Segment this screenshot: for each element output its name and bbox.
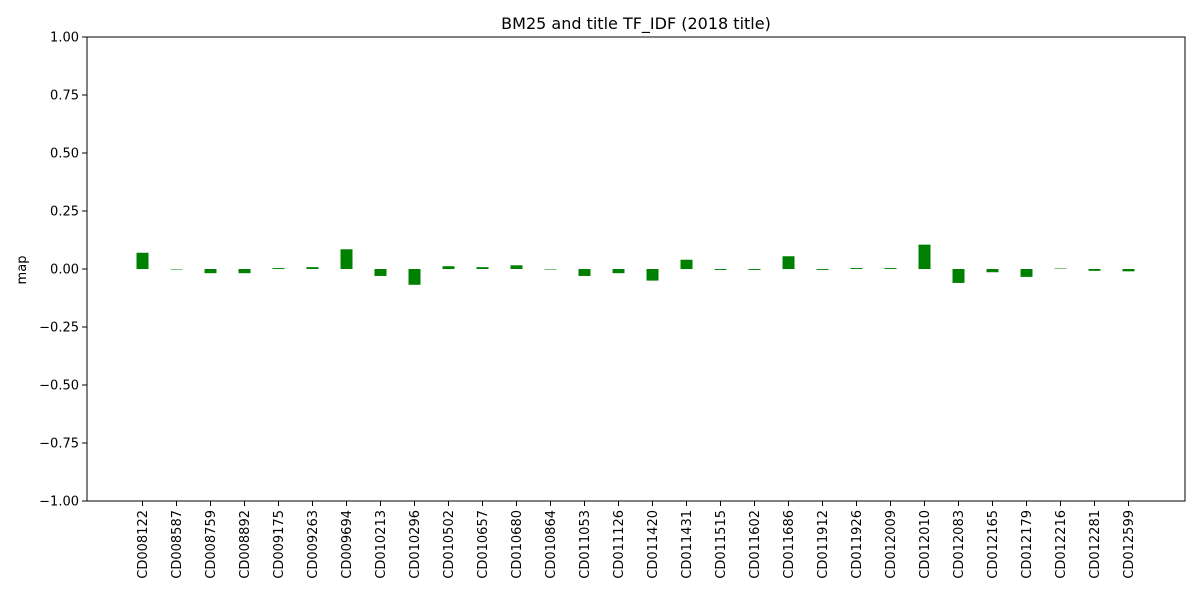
bar (238, 269, 251, 274)
x-tick-label: CD010657 (476, 510, 491, 579)
plot-frame (86, 36, 1186, 502)
bar (680, 259, 693, 269)
x-tick-label: CD011602 (748, 510, 763, 579)
x-tick-label: CD012010 (918, 510, 933, 579)
bar (408, 269, 421, 285)
x-tick-label: CD012599 (1122, 510, 1137, 579)
bar (578, 269, 591, 276)
y-tick-label: 1.00 (50, 31, 79, 46)
x-tick-label: CD010296 (408, 510, 423, 579)
y-axis-label: map (15, 256, 30, 285)
x-tick-label: CD010213 (374, 510, 389, 579)
bar (476, 267, 489, 269)
bar (272, 268, 285, 269)
x-tick-label: CD011912 (816, 510, 831, 579)
y-axis: −1.00 −0.75 −0.50 −0.25 0.00 0.25 0.50 0.75 1.00 (39, 31, 87, 510)
x-tick-label: CD012009 (884, 510, 899, 579)
bar (306, 267, 319, 269)
bar (1054, 268, 1067, 270)
bar (1020, 269, 1033, 277)
bar (544, 269, 557, 270)
bar (918, 244, 931, 269)
x-tick-label: CD010680 (510, 510, 525, 579)
x-tick-label: CD011686 (782, 510, 797, 579)
bar (510, 265, 523, 269)
bar (136, 252, 149, 269)
y-tick-label: −0.50 (39, 379, 79, 394)
x-tick-label: CD012165 (986, 510, 1001, 579)
x-tick-label: CD010864 (544, 510, 559, 579)
bar (374, 269, 387, 276)
bar (782, 256, 795, 269)
bar (442, 266, 455, 269)
x-tick-label: CD012281 (1088, 510, 1103, 579)
bar (612, 269, 625, 274)
bar (986, 269, 999, 273)
bar (748, 269, 761, 270)
x-tick-label: CD011431 (680, 510, 695, 579)
x-tick-label: CD010502 (442, 510, 457, 579)
x-tick-label: CD009175 (272, 510, 287, 579)
x-tick-label: CD011126 (612, 510, 627, 579)
x-tick-label: CD008759 (204, 510, 219, 579)
bar (1088, 269, 1101, 271)
x-tick-label: CD012083 (952, 510, 967, 579)
x-tick-label: CD009263 (306, 510, 321, 579)
x-tick-label: CD012216 (1054, 510, 1069, 579)
x-tick-label: CD011515 (714, 510, 729, 579)
chart-title: BM25 and title TF_IDF (2018 title) (501, 14, 771, 34)
y-tick-label: 0.50 (50, 147, 79, 162)
bar (1122, 269, 1135, 272)
y-tick-label: 0.25 (50, 205, 79, 220)
y-tick-label: 0.00 (50, 263, 79, 278)
bar (170, 269, 183, 270)
bar (714, 269, 727, 270)
bar (646, 269, 659, 281)
bar (952, 269, 965, 283)
x-tick-label: CD011926 (850, 510, 865, 579)
x-tick-label: CD008587 (170, 510, 185, 579)
y-tick-label: −0.75 (39, 437, 79, 452)
x-tick-label: CD011053 (578, 510, 593, 579)
bar (884, 268, 897, 269)
bar (204, 269, 217, 274)
y-tick-label: 0.75 (50, 89, 79, 104)
y-tick-label: −1.00 (39, 495, 79, 510)
bar (340, 249, 353, 269)
bar (816, 269, 829, 270)
x-tick-label: CD011420 (646, 510, 661, 579)
bars-group (136, 244, 1135, 285)
y-tick-label: −0.25 (39, 321, 79, 336)
x-tick-label: CD008122 (136, 510, 151, 579)
x-tick-label: CD012179 (1020, 510, 1035, 579)
x-tick-label: CD008892 (238, 510, 253, 579)
x-axis: CD008122 CD008587 CD008759 CD008892 CD009175… (136, 501, 1137, 579)
x-tick-label: CD009694 (340, 510, 355, 579)
bar (850, 268, 863, 269)
